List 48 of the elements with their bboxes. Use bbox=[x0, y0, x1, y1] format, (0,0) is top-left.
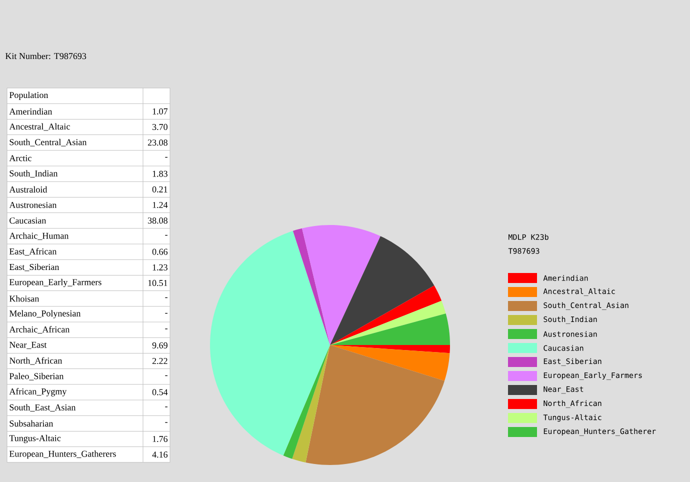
category-label: Caucasian bbox=[10, 218, 46, 224]
category-label: European_Hunters_Gatherers bbox=[9, 450, 116, 459]
text: 0.66 bbox=[152, 248, 168, 255]
category-label: Melano_Polynesian bbox=[9, 310, 81, 318]
text: Population bbox=[9, 92, 48, 100]
category-label: Archaic_African bbox=[9, 326, 70, 334]
text: 1.07 bbox=[152, 108, 168, 114]
category-label: South_East_Asian bbox=[10, 404, 76, 412]
category-label: Subsaharian bbox=[10, 420, 54, 427]
text: 0.54 bbox=[152, 389, 168, 396]
category-label: Near_East bbox=[9, 342, 47, 349]
text: 2.22 bbox=[152, 358, 168, 364]
category-label: East_African bbox=[9, 248, 57, 256]
category-label: Arctic bbox=[9, 155, 32, 162]
text: 0.21 bbox=[152, 186, 168, 192]
text: - bbox=[165, 234, 168, 236]
category-label: Australoid bbox=[9, 186, 48, 193]
category-label: European_Early_Farmers bbox=[9, 278, 102, 288]
text: 1.76 bbox=[152, 436, 168, 442]
category-label: East_Siberian bbox=[9, 264, 60, 272]
text: 10.51 bbox=[148, 280, 168, 286]
text: - bbox=[165, 297, 168, 298]
category-label: Austronesian bbox=[9, 202, 57, 208]
text: Kit Number: T987693 bbox=[5, 52, 86, 60]
text: - bbox=[165, 312, 168, 314]
category-label: Paleo_Siberian bbox=[9, 372, 64, 380]
category-label: North_African bbox=[9, 357, 62, 365]
text: 1.23 bbox=[152, 264, 168, 270]
category-label: Khoisan bbox=[9, 295, 40, 302]
text: - bbox=[165, 422, 168, 423]
category-label: African_Pygmy bbox=[9, 388, 67, 396]
category-label: South_Central_Asian bbox=[10, 138, 87, 146]
category-label: Amerindian bbox=[9, 108, 52, 115]
text: 3.70 bbox=[152, 124, 168, 130]
category-label: Archaic_Human bbox=[9, 232, 69, 240]
text: 23.08 bbox=[148, 140, 168, 146]
text: 1.83 bbox=[152, 170, 168, 177]
text: - bbox=[165, 406, 168, 408]
text: - bbox=[165, 156, 168, 158]
text: 38.08 bbox=[148, 218, 168, 224]
text: 4.16 bbox=[152, 452, 168, 458]
category-label: South_Indian bbox=[10, 170, 58, 178]
text: 1.24 bbox=[152, 202, 168, 208]
category-label: Ancestral_Altaic bbox=[9, 123, 70, 131]
text: - bbox=[165, 328, 168, 330]
text: 9.69 bbox=[152, 342, 168, 348]
category-label: Tungus-Altaic bbox=[9, 434, 61, 444]
text: - bbox=[165, 375, 168, 376]
